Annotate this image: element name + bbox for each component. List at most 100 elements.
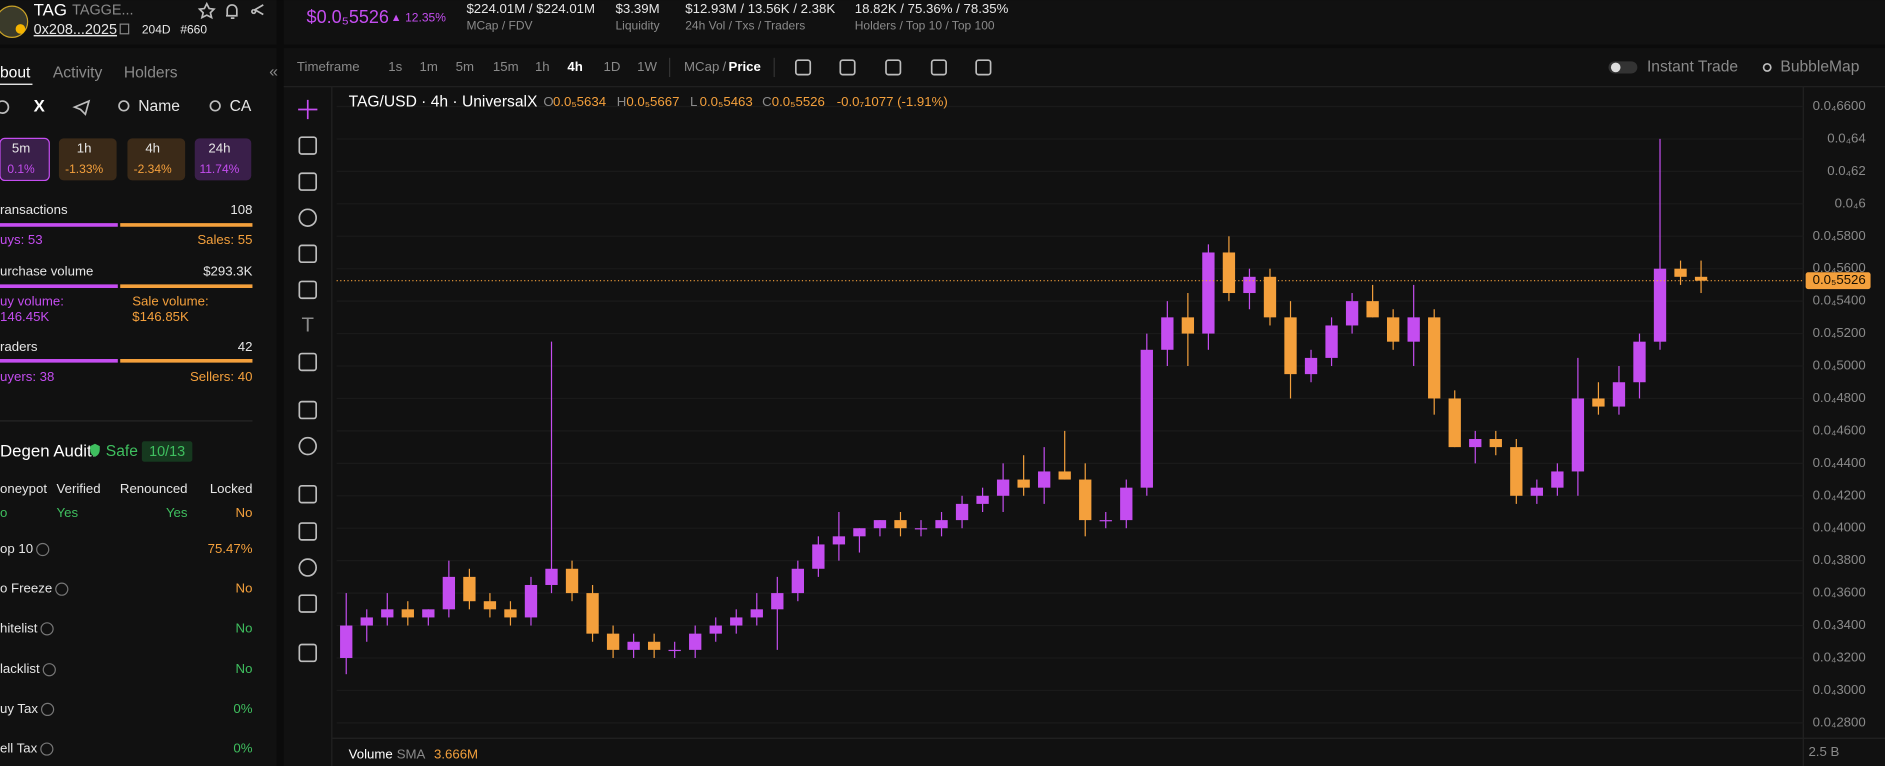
y-tick-label: 0.0₄4200 [1813,487,1866,502]
toolbar-icon[interactable] [930,59,947,76]
candle-body [401,609,414,618]
token-logo [0,5,29,38]
interval-button[interactable]: 15m [493,59,519,74]
token-name: TAGGE... [72,3,133,19]
drawing-tool[interactable] [298,594,318,613]
y-tick-label: 0.0₄3400 [1813,617,1866,632]
toolbar-icon[interactable] [885,59,902,76]
stat-value: 42 [238,339,253,354]
candle-body [1428,317,1441,399]
sidebar-tab[interactable]: bout [0,65,31,82]
globe-icon[interactable] [0,100,10,114]
interval-button[interactable]: 1m [420,59,438,74]
y-tick-label: 0.0₄4600 [1813,422,1866,437]
audit-row-label: ell Tax [0,741,38,756]
token-header [0,0,277,45]
candle-body [1571,398,1585,472]
interval-button[interactable]: 1h [535,59,550,74]
search-icon[interactable] [118,100,130,112]
bubblemap[interactable]: BubbleMap [1780,59,1859,76]
star-icon[interactable] [197,1,216,20]
drawing-tool[interactable] [298,436,318,456]
candle-body [422,609,435,618]
help-icon[interactable] [40,702,55,717]
score-box [141,441,193,462]
candle-body [1407,317,1420,342]
interval-button[interactable]: 4h [567,59,582,74]
x-icon[interactable]: X [34,97,46,116]
candle-body [586,593,599,634]
y-tick-label: 0.0₄3800 [1813,552,1866,567]
candle-body [976,495,989,504]
period-box[interactable] [127,138,186,181]
candlestick-chart: 0.0₄6600 0.0₄64 0.0₄62 0.0₄6 0.0₄5800 0.0₄560… [336,93,1871,762]
share-icon[interactable] [251,4,264,16]
candle-body [1653,268,1667,342]
y-tick-label: 0.0₄4000 [1813,520,1866,535]
help-icon[interactable] [55,582,69,596]
token-address[interactable]: 0x208...2025 [34,22,117,38]
text-tool[interactable]: T [302,314,314,336]
help-icon[interactable] [36,542,50,557]
audit-row-label: uy Tax [0,701,38,716]
help-icon[interactable] [40,742,54,756]
drawing-tool[interactable] [298,136,318,155]
mcap-toggle[interactable]: MCap [684,59,719,74]
audit-row-label: lacklist [0,661,40,676]
audit-value: Yes [57,505,79,520]
instant-trade[interactable]: Instant Trade [1647,59,1738,76]
drawing-tool[interactable] [298,244,318,264]
search-option[interactable]: CA [230,98,252,115]
sidebar-tab[interactable]: Activity [53,65,103,82]
legend-change: -0.0₇1077 (-1.91%) [837,94,948,109]
period-change: -2.34% [134,162,172,176]
stat-label: 24h Vol / Txs / Traders [685,19,805,33]
change-arrow: ▲ [391,12,402,24]
drawing-tool[interactable] [298,522,318,541]
interval-button[interactable]: 1W [637,59,657,74]
drawing-tool[interactable] [298,400,318,420]
sidebar-tab[interactable]: Holders [124,65,178,82]
interval-button[interactable]: 1D [603,59,620,74]
candle-body [1530,487,1544,496]
audit-header: oneypot [0,481,47,496]
legend-value: 0.0₅5667 [626,94,679,109]
search-option[interactable]: Name [138,98,180,115]
candle-body [442,576,456,610]
candle-body [1325,325,1338,358]
candle-body [1304,357,1318,375]
legend-key: C [762,94,772,109]
crosshair-tool[interactable] [298,99,318,120]
toolbar-icon[interactable] [839,59,856,76]
drawing-tool[interactable] [298,208,318,227]
audit-header: Renounced [120,481,188,496]
period-change: 0.1% [7,162,35,176]
period-box[interactable] [58,138,117,181]
period-box[interactable] [0,137,50,182]
period-box[interactable] [194,138,252,181]
drawing-tool[interactable] [298,484,318,504]
candle-body [1202,252,1215,334]
search-icon[interactable] [209,100,221,112]
drawing-tool[interactable] [298,643,318,663]
candle-body [1674,268,1687,277]
collapse-icon[interactable]: « [269,63,278,80]
telegram-icon[interactable] [72,99,91,116]
interval-button[interactable]: 1s [388,59,402,74]
token-symbol: TAG [34,0,67,19]
toolbar-icon[interactable] [975,59,992,76]
volume-sma: SMA [397,747,426,762]
drawing-tool[interactable] [298,280,318,300]
help-icon[interactable] [40,622,54,636]
toolbar-icon[interactable] [794,59,812,76]
copy-icon[interactable] [119,23,130,35]
help-icon[interactable] [42,663,56,677]
candle-body [606,633,620,650]
price-toggle[interactable]: Price [729,59,761,74]
interval-button[interactable]: 5m [456,59,474,74]
drawing-tool[interactable] [298,172,318,191]
drawing-tool[interactable] [298,558,318,577]
stat-label: uys: 53 [0,232,43,247]
drawing-tool[interactable] [298,352,318,372]
bell-icon[interactable] [226,4,238,19]
